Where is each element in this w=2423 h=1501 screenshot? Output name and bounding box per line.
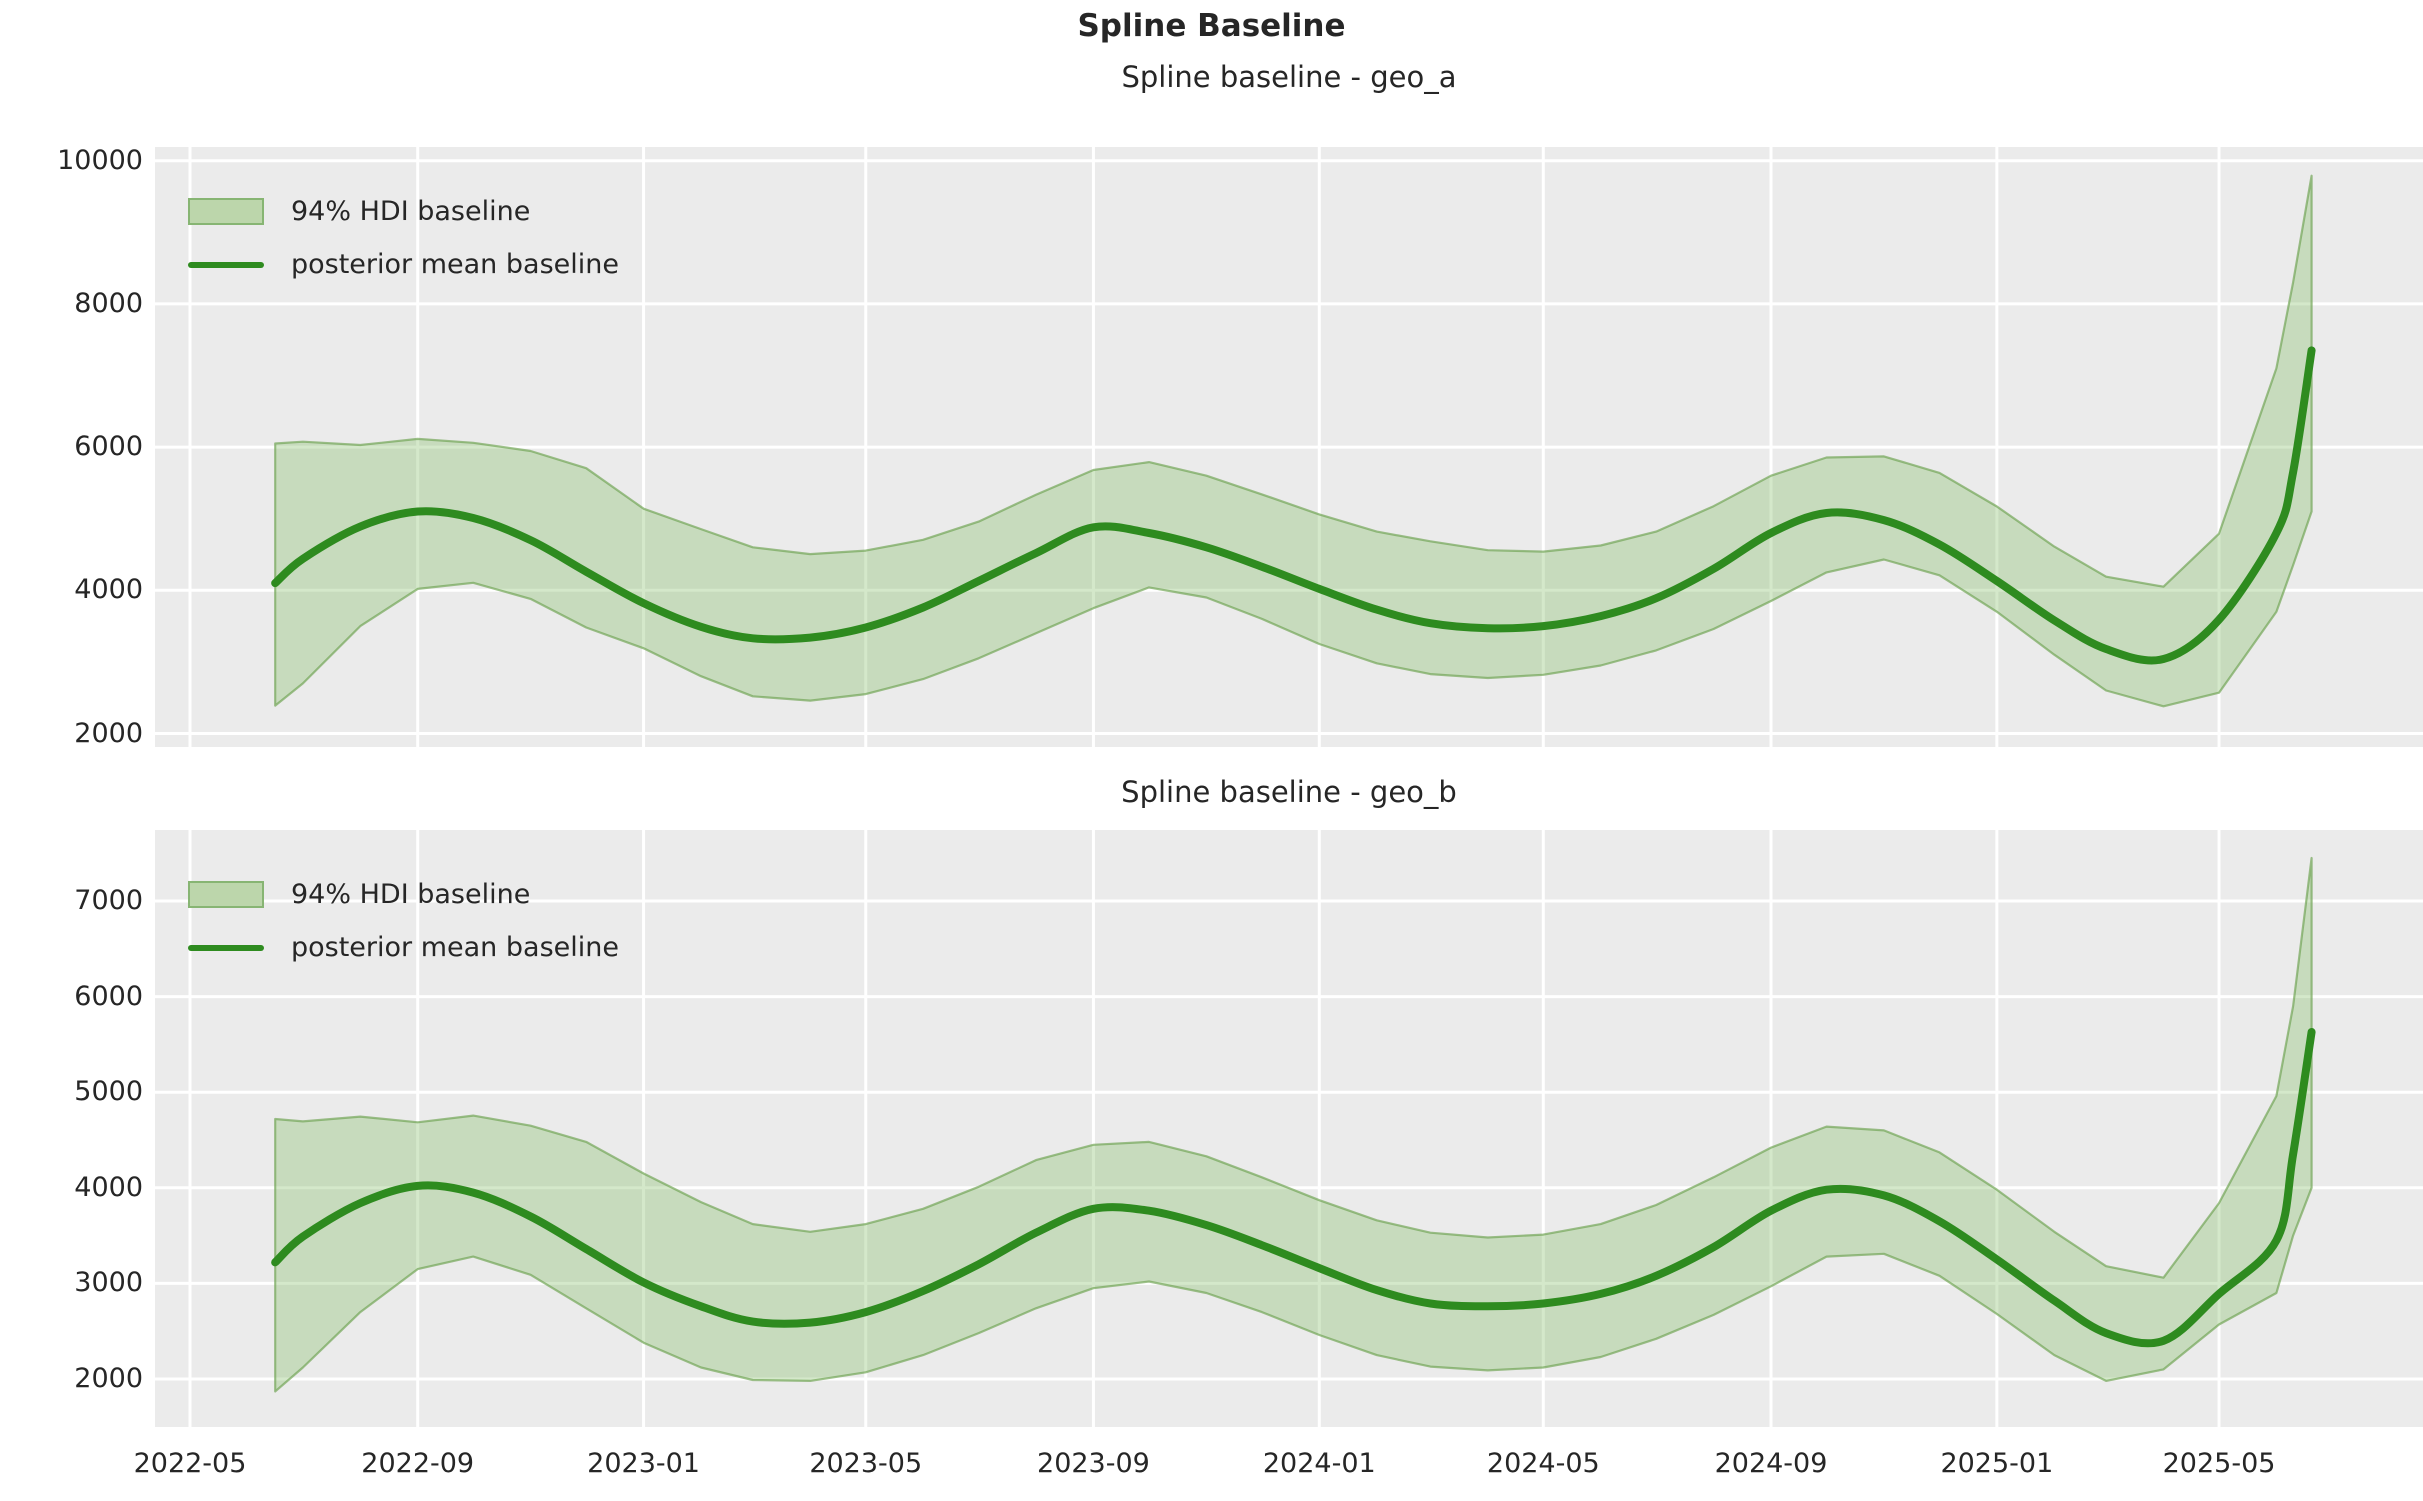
subplot-title-geo-b: Spline baseline - geo_b: [1121, 775, 1457, 809]
x-tick-label: 2024-09: [1714, 1448, 1828, 1479]
x-tick-label: 2024-05: [1486, 1448, 1600, 1479]
y-tick-label: 7000: [74, 885, 143, 916]
x-tick-label: 2025-01: [1940, 1448, 2054, 1479]
y-tick-label: 8000: [74, 287, 143, 319]
posterior-mean-line-geo_a: [271, 346, 2316, 665]
y-tick-label: 6000: [74, 431, 143, 463]
legend-geo-b: 94% HDI baseline posterior mean baseline: [188, 868, 619, 974]
mean-line-swatch: [188, 261, 264, 268]
y-tick-label: 4000: [74, 574, 143, 606]
figure-title: Spline Baseline: [1077, 8, 1346, 44]
legend-item-mean: posterior mean baseline: [188, 921, 619, 974]
subplot-title-geo-a: Spline baseline - geo_a: [1121, 60, 1457, 94]
mean-line-label: posterior mean baseline: [291, 249, 619, 280]
mean-line-swatch: [188, 944, 264, 951]
legend-item-hdi: 94% HDI baseline: [188, 868, 619, 921]
legend-item-mean: posterior mean baseline: [188, 238, 619, 291]
y-tick-label: 6000: [74, 980, 143, 1012]
hdi-band-label: 94% HDI baseline: [291, 879, 531, 910]
y-tick-label: 2000: [74, 1363, 143, 1394]
x-tick-label: 2022-09: [361, 1448, 475, 1479]
hdi-band-swatch: [188, 881, 264, 908]
y-tick-label: 10000: [57, 144, 143, 176]
hdi-band-geo_a: [274, 174, 2313, 708]
hdi-band-geo_b: [274, 856, 2313, 1393]
hdi-band-label: 94% HDI baseline: [291, 196, 531, 227]
y-tick-label: 2000: [74, 717, 143, 749]
x-tick-label: 2023-01: [587, 1448, 700, 1479]
y-tick-label: 5000: [74, 1076, 143, 1108]
mean-line-label: posterior mean baseline: [291, 932, 619, 963]
x-tick-label: 2023-05: [809, 1448, 923, 1479]
y-tick-label: 4000: [74, 1171, 143, 1203]
posterior-mean-line-geo_b: [271, 1028, 2316, 1348]
axes-geo-a: [155, 147, 2423, 747]
x-tick-label: 2023-09: [1037, 1448, 1150, 1479]
legend-geo-a: 94% HDI baseline posterior mean baseline: [188, 185, 619, 291]
legend-item-hdi: 94% HDI baseline: [188, 185, 619, 238]
x-tick-label: 2025-05: [2162, 1448, 2276, 1479]
y-tick-label: 3000: [74, 1267, 143, 1299]
x-tick-label: 2024-01: [1262, 1448, 1376, 1479]
hdi-band-swatch: [188, 198, 264, 225]
x-tick-label: 2022-05: [133, 1448, 247, 1479]
axes-geo-b: [155, 830, 2423, 1427]
